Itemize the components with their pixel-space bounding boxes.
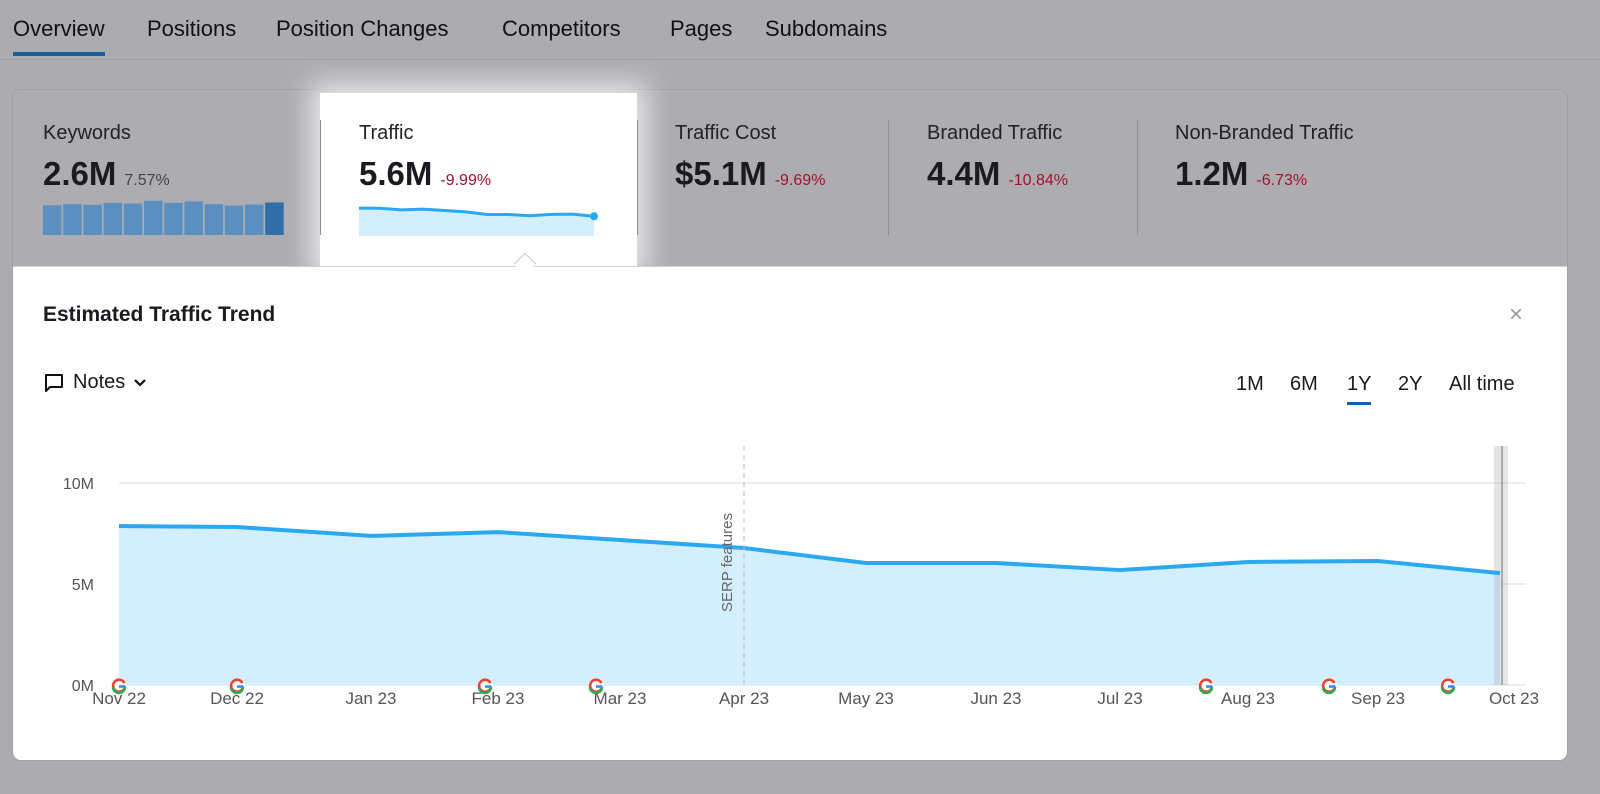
range-2y[interactable]: 2Y <box>1398 373 1423 395</box>
range-all-time[interactable]: All time <box>1449 373 1515 395</box>
metric-label: Non-Branded Traffic <box>1175 122 1354 144</box>
metric-traffic-cost[interactable]: Traffic Cost $5.1M -9.69% <box>675 122 825 193</box>
traffic-card-highlight[interactable] <box>320 93 637 268</box>
divider <box>1137 120 1138 235</box>
notes-label: Notes <box>73 371 126 393</box>
tab-position-changes[interactable]: Position Changes <box>276 16 449 41</box>
close-icon[interactable]: × <box>1508 301 1523 328</box>
notes-dropdown[interactable]: Notes <box>43 371 147 394</box>
metric-change: -9.69% <box>774 172 826 189</box>
comment-icon <box>45 373 63 392</box>
divider <box>888 120 889 235</box>
sparkline-bar <box>83 204 102 235</box>
sparkline-bar <box>144 200 163 235</box>
metric-value: 4.4M <box>927 155 1001 192</box>
panel-title: Estimated Traffic Trend <box>43 303 276 326</box>
metric-traffic[interactable]: Traffic 5.6M -9.99% <box>359 122 491 193</box>
tab-competitors[interactable]: Competitors <box>502 16 621 41</box>
chevron-down-icon <box>134 378 147 387</box>
tab-subdomains[interactable]: Subdomains <box>765 16 888 41</box>
sparkline-bar <box>103 202 123 235</box>
metric-change: -9.99% <box>440 172 492 189</box>
metric-keywords[interactable]: Keywords 2.6M 7.57% <box>43 122 170 193</box>
traffic-trend-panel: Estimated Traffic Trend × Notes 1M 6M 1Y… <box>13 266 1567 760</box>
tab-pages[interactable]: Pages <box>670 16 733 41</box>
metric-change: -6.73% <box>1256 172 1308 189</box>
sparkline-bar <box>184 201 203 235</box>
keywords-sparkline <box>43 200 284 235</box>
tab-overview[interactable]: Overview <box>13 16 105 56</box>
metric-change: -10.84% <box>1008 172 1068 189</box>
sparkline-bar <box>164 202 183 235</box>
metric-change: 7.57% <box>124 172 170 189</box>
sparkline-bar <box>63 204 82 235</box>
traffic-sparkline <box>359 206 598 236</box>
report-tabs: Overview Positions Position Changes Comp… <box>0 0 1600 60</box>
tab-positions[interactable]: Positions <box>147 16 237 41</box>
range-6m[interactable]: 6M <box>1290 373 1318 395</box>
metric-non-branded-traffic[interactable]: Non-Branded Traffic 1.2M -6.73% <box>1175 122 1354 193</box>
sparkline-bar <box>265 202 284 235</box>
metric-value: 1.2M <box>1175 155 1249 192</box>
sparkline-area <box>359 208 594 236</box>
sparkline-line <box>359 206 595 218</box>
sparkline-bar <box>224 205 244 235</box>
sparkline-bar <box>245 204 264 235</box>
metric-value: 5.6M <box>359 155 433 192</box>
sparkline-bar <box>43 205 62 235</box>
metric-label: Traffic <box>359 122 414 144</box>
metric-branded-traffic[interactable]: Branded Traffic 4.4M -10.84% <box>927 122 1068 193</box>
sparkline-bar <box>204 204 224 235</box>
range-1y[interactable]: 1Y <box>1347 373 1372 405</box>
metric-value: $5.1M <box>675 155 767 192</box>
metric-label: Traffic Cost <box>675 122 777 144</box>
metric-label: Branded Traffic <box>927 122 1063 144</box>
sparkline-bar <box>123 203 143 235</box>
sparkline-endpoint <box>590 212 598 221</box>
divider <box>320 120 321 235</box>
metric-label: Keywords <box>43 122 131 144</box>
metric-value: 2.6M <box>43 155 117 192</box>
range-1m[interactable]: 1M <box>1236 373 1264 395</box>
divider <box>637 120 638 235</box>
